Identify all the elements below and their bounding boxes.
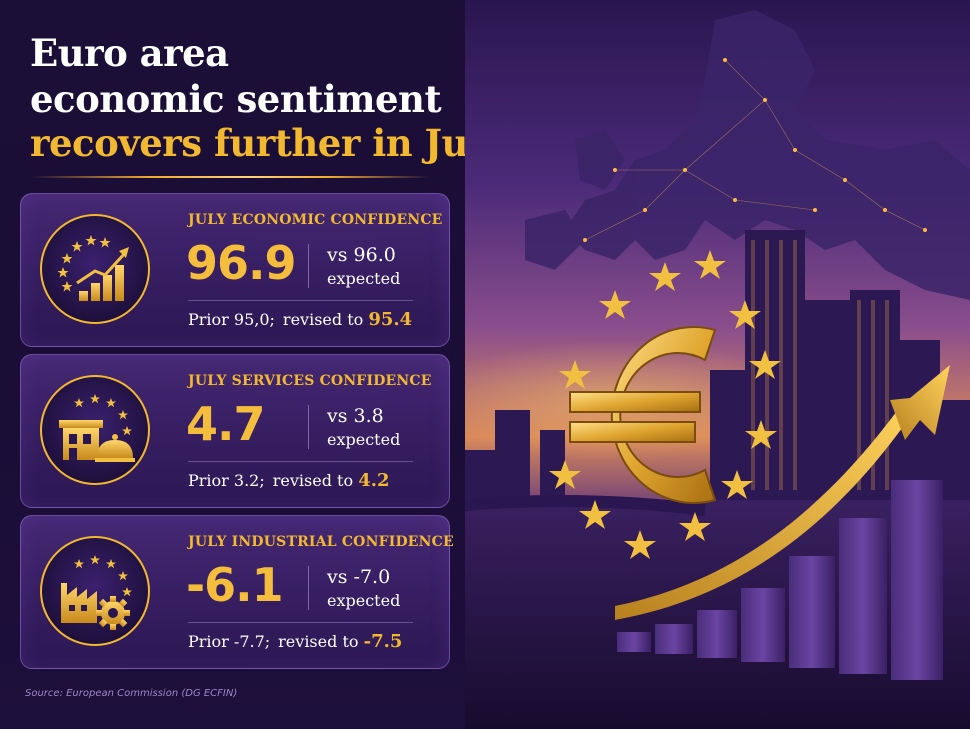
revised-value: -7.5: [363, 631, 403, 652]
services-shop-icon: [39, 374, 151, 486]
card-title: JULY SERVICES CONFIDENCE: [188, 373, 432, 389]
prior-value: 3.2;: [233, 471, 265, 490]
prior-line: Prior 95,0; revised to 95.4: [188, 309, 412, 330]
left-panel: Euro area economic sentiment recovers fu…: [0, 0, 503, 729]
confidence-value: 4.7: [186, 397, 265, 451]
revised-label: revised to: [278, 632, 359, 651]
expected-value: vs 96.0: [327, 244, 396, 266]
bar-chart-icon: [617, 480, 943, 680]
headline-line1: Euro area: [30, 31, 229, 75]
euro-illustration: [465, 0, 970, 729]
prior-label: Prior: [188, 310, 229, 329]
revised-value: 95.4: [368, 309, 413, 330]
industrial-confidence-card: JULY INDUSTRIAL CONFIDENCE -6.1 vs -7.0 …: [20, 515, 454, 669]
value-divider: [308, 244, 309, 288]
revised-label: revised to: [272, 471, 354, 490]
revised-label: revised to: [282, 310, 364, 329]
card-separator: [188, 300, 413, 301]
expected-value: vs -7.0: [327, 566, 391, 588]
factory-gear-icon: [39, 535, 151, 647]
eu-stars-icon: [549, 250, 781, 559]
confidence-value: 96.9: [186, 236, 296, 290]
services-confidence-card: JULY SERVICES CONFIDENCE 4.7 vs 3.8 expe…: [20, 354, 450, 508]
euro-symbol-icon: [569, 326, 717, 504]
prior-value: -7.7;: [233, 632, 271, 651]
headline-line2: economic sentiment: [30, 77, 442, 121]
expected-label: expected: [327, 269, 401, 288]
headline-divider: [30, 176, 430, 178]
revised-value: 4.2: [358, 470, 390, 491]
prior-label: Prior: [188, 632, 229, 651]
card-separator: [188, 622, 413, 623]
card-separator: [188, 461, 413, 462]
source-note: Source: European Commission (DG ECFIN): [25, 688, 238, 699]
expected-label: expected: [327, 591, 401, 610]
europe-map-icon: [525, 10, 970, 300]
expected-label: expected: [327, 430, 401, 449]
illustration-canvas: [465, 0, 970, 729]
value-divider: [308, 566, 309, 610]
expected-value: vs 3.8: [327, 405, 384, 427]
headline-line3: recovers further in July: [30, 121, 503, 165]
prior-line: Prior -7.7; revised to -7.5: [188, 631, 402, 652]
prior-label: Prior: [188, 471, 229, 490]
confidence-value: -6.1: [186, 558, 284, 612]
card-title: JULY INDUSTRIAL CONFIDENCE: [188, 534, 454, 550]
growth-chart-icon: [39, 213, 151, 325]
prior-value: 95,0;: [233, 310, 275, 329]
prior-line: Prior 3.2; revised to 4.2: [188, 470, 390, 491]
economic-confidence-card: JULY ECONOMIC CONFIDENCE 96.9 vs 96.0 ex…: [20, 193, 450, 347]
value-divider: [308, 405, 309, 449]
rising-arrow-icon: [615, 365, 950, 620]
card-title: JULY ECONOMIC CONFIDENCE: [188, 212, 443, 228]
